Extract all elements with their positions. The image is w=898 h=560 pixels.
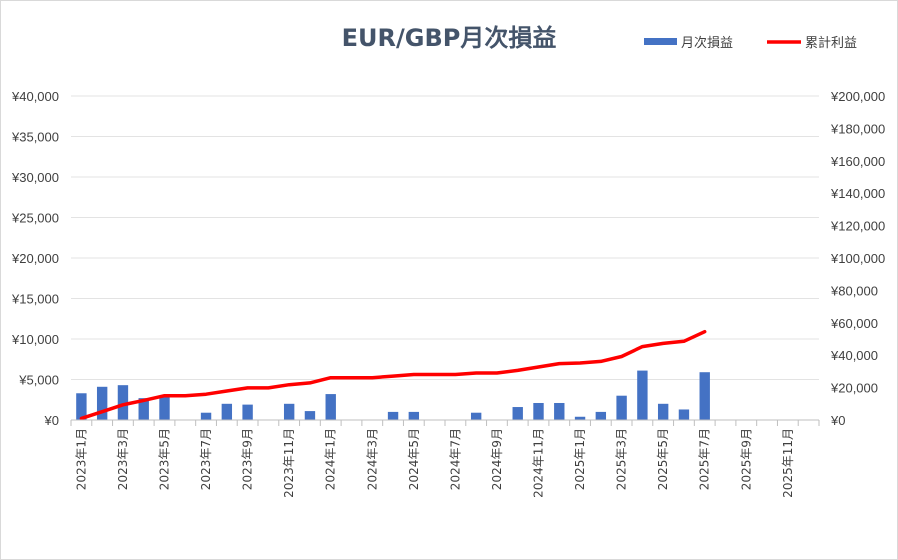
legend-label-line: 累計利益 <box>805 35 857 51</box>
bar-series <box>76 370 710 420</box>
x-tick-label: 2024年3月 <box>365 428 379 490</box>
x-tick-label: 2023年5月 <box>158 428 172 490</box>
right-tick-label: ¥0 <box>830 413 845 428</box>
x-tick-label: 2023年7月 <box>199 428 213 490</box>
bar <box>200 412 212 420</box>
left-tick-label: ¥0 <box>44 413 59 428</box>
left-tick-label: ¥35,000 <box>11 130 59 145</box>
bar <box>76 393 87 420</box>
left-axis-ticks: ¥0 ¥5,000 ¥10,000 ¥15,000 ¥20,000 ¥25,000 ¥30,… <box>11 89 59 428</box>
x-tick-label: 2024年7月 <box>448 428 462 490</box>
left-tick-label: ¥40,000 <box>11 89 59 104</box>
x-tick-label: 2025年3月 <box>615 428 629 490</box>
bar <box>387 411 399 420</box>
x-tick-label: 2025年1月 <box>573 428 587 490</box>
cumulative-line <box>79 329 707 421</box>
x-tick-label: 2024年5月 <box>407 428 421 490</box>
x-tick-label: 2024年9月 <box>490 428 504 490</box>
legend-swatch-bar <box>644 38 677 45</box>
left-tick-label: ¥25,000 <box>11 211 59 226</box>
x-tick-label: 2024年1月 <box>324 428 338 490</box>
bar <box>117 385 129 420</box>
x-tick-label: 2024年11月 <box>532 428 546 498</box>
bar <box>512 407 523 420</box>
bar <box>699 372 710 420</box>
x-tick-label: 2023年1月 <box>74 428 88 490</box>
bar <box>637 370 648 420</box>
right-tick-label: ¥60,000 <box>830 316 878 331</box>
x-tick-label: 2025年11月 <box>781 428 795 498</box>
right-tick-label: ¥200,000 <box>830 89 885 104</box>
bar <box>408 411 420 420</box>
bar <box>242 404 253 420</box>
bar <box>574 416 586 420</box>
legend-label-bar: 月次損益 <box>681 35 733 51</box>
bar <box>283 403 295 420</box>
x-tick-label: 2025年7月 <box>698 428 712 490</box>
left-tick-label: ¥5,000 <box>18 373 59 388</box>
bar <box>470 412 482 420</box>
right-tick-label: ¥160,000 <box>830 154 885 169</box>
legend: 月次損益 累計利益 <box>644 35 857 51</box>
right-tick-label: ¥20,000 <box>830 381 878 396</box>
x-tick-label: 2023年3月 <box>116 428 130 490</box>
bar <box>595 411 607 420</box>
x-axis: 2023年1月 2023年3月 2023年5月 2023年7月 2023年9月 2023年… <box>70 419 820 498</box>
right-tick-label: ¥80,000 <box>830 283 878 298</box>
bar <box>96 386 108 420</box>
left-tick-label: ¥15,000 <box>11 292 59 307</box>
bar <box>138 398 149 420</box>
chart-title: EUR/GBP月次損益 <box>342 24 557 52</box>
gridlines <box>71 95 819 380</box>
right-tick-label: ¥180,000 <box>830 121 885 136</box>
bar <box>325 394 336 420</box>
bar <box>304 411 316 420</box>
x-tick-label: 2025年9月 <box>739 428 753 490</box>
bar <box>657 403 669 420</box>
bar <box>533 402 544 420</box>
bar <box>616 395 627 420</box>
bar <box>221 403 233 420</box>
right-axis-ticks: ¥0 ¥20,000 ¥40,000 ¥60,000 ¥80,000 ¥100,000 ¥1… <box>830 89 885 428</box>
x-tick-label: 2023年11月 <box>282 428 296 498</box>
bar <box>159 396 170 420</box>
bar <box>554 402 565 420</box>
x-tick-label: 2023年9月 <box>241 428 255 490</box>
right-tick-label: ¥100,000 <box>830 251 885 266</box>
left-tick-label: ¥30,000 <box>11 170 59 185</box>
x-tick-label: 2025年5月 <box>656 428 670 490</box>
bar <box>678 409 690 420</box>
left-tick-label: ¥20,000 <box>11 251 59 266</box>
left-tick-label: ¥10,000 <box>11 332 59 347</box>
right-tick-label: ¥120,000 <box>830 219 885 234</box>
line-series <box>79 329 707 421</box>
right-tick-label: ¥40,000 <box>830 348 878 363</box>
right-tick-label: ¥140,000 <box>830 186 885 201</box>
